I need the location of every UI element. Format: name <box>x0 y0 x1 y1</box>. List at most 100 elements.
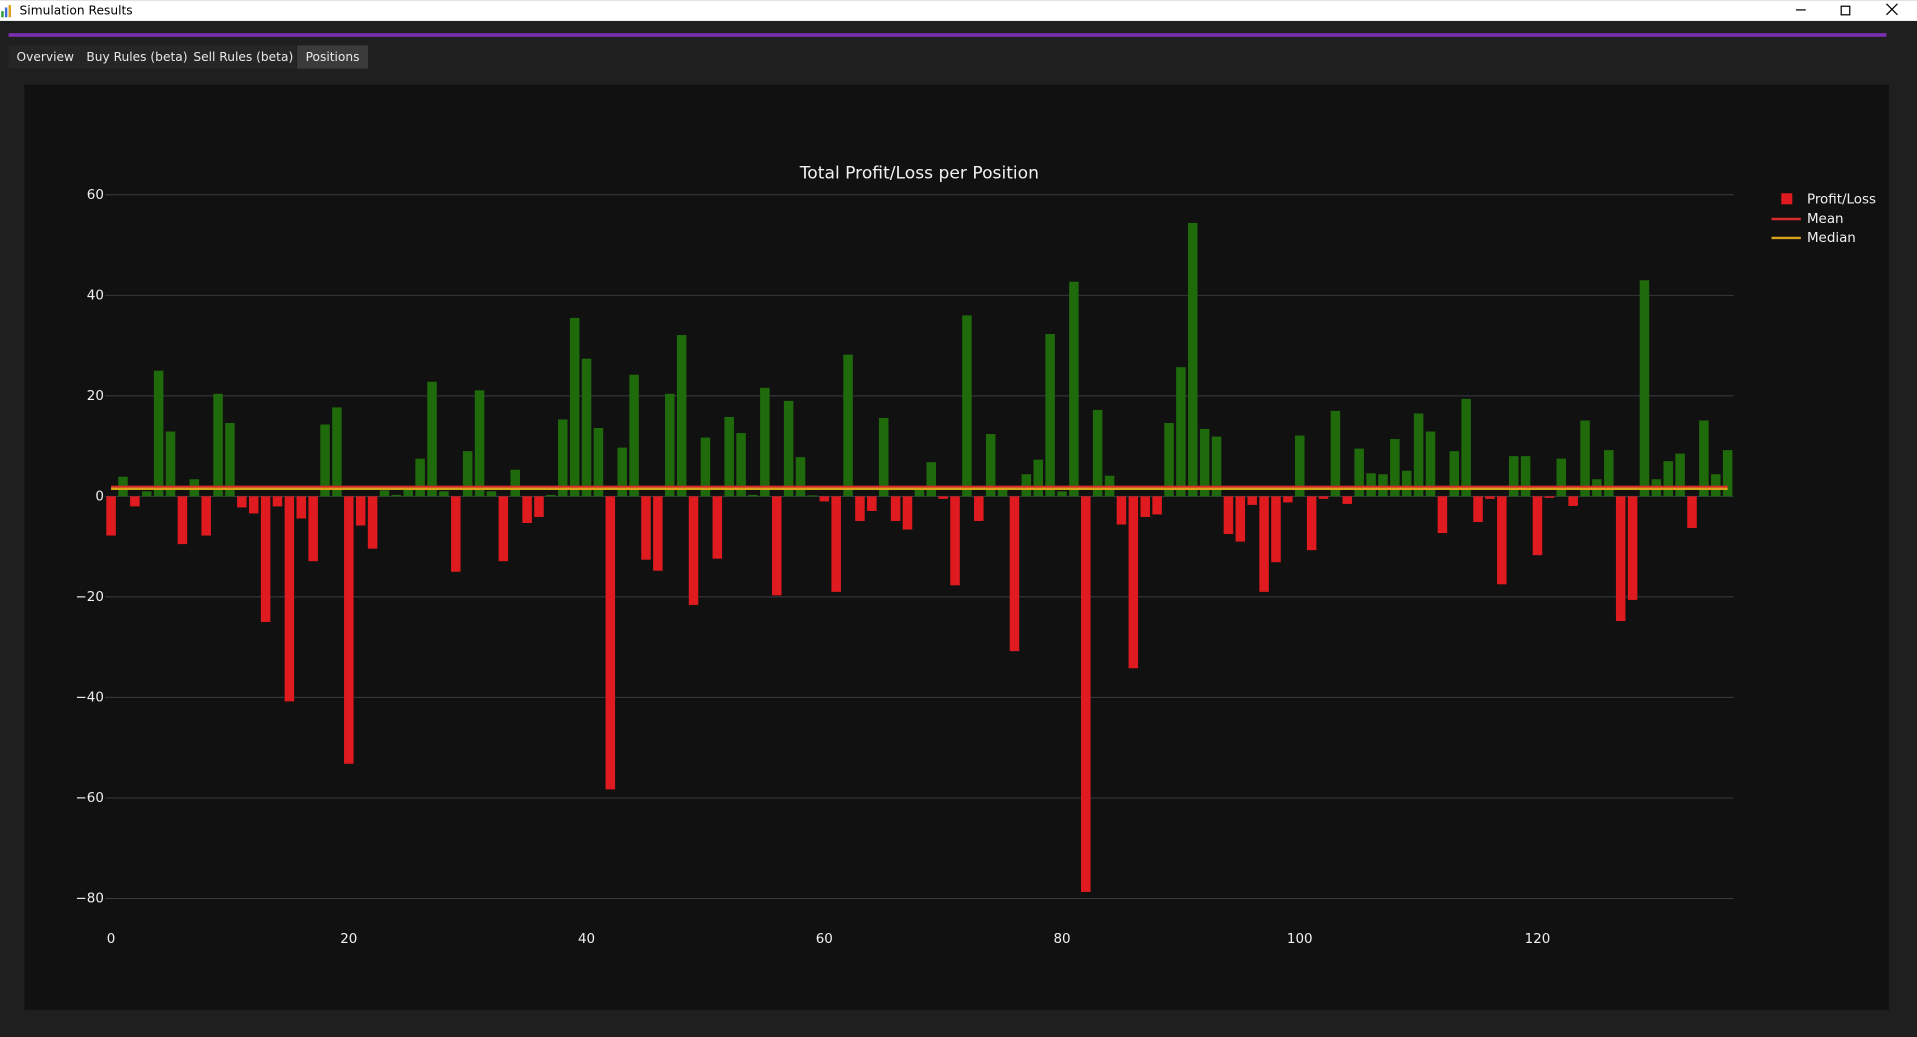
bar <box>415 458 425 497</box>
bar <box>1283 496 1293 503</box>
bar <box>700 437 711 497</box>
tab-background[interactable] <box>297 45 368 69</box>
bar <box>688 496 699 605</box>
bar <box>760 387 770 497</box>
legend-label: Profit/Loss <box>1807 192 1876 207</box>
bar <box>1354 448 1364 497</box>
bar <box>831 496 841 592</box>
restore-button[interactable] <box>1840 5 1851 16</box>
bar <box>130 496 140 507</box>
bar <box>165 431 176 497</box>
bar <box>213 393 223 497</box>
bar <box>819 496 830 502</box>
app-icon <box>1 5 12 18</box>
legend-marker <box>1781 193 1793 205</box>
bar <box>1473 496 1483 522</box>
bar <box>1045 334 1055 497</box>
bar <box>474 390 485 497</box>
bar <box>439 491 449 497</box>
bar <box>1330 410 1341 497</box>
y-tick-label: −20 <box>76 590 104 605</box>
bar <box>1069 281 1079 497</box>
bar <box>1520 456 1531 497</box>
bar <box>676 335 687 497</box>
bar <box>807 495 818 497</box>
bar <box>1318 496 1329 499</box>
bar <box>1235 496 1246 542</box>
bar <box>1675 453 1685 497</box>
bar <box>1259 496 1269 592</box>
bar <box>427 381 437 497</box>
bar <box>522 496 532 523</box>
y-tick-label: 60 <box>87 188 104 203</box>
bar <box>296 496 307 519</box>
tab-background[interactable] <box>8 45 82 69</box>
bar <box>783 400 794 497</box>
bar <box>1164 422 1174 497</box>
bar <box>878 417 889 497</box>
bar <box>498 496 509 562</box>
tab-label[interactable]: Positions <box>306 50 360 64</box>
bar <box>629 374 639 497</box>
bar <box>332 407 342 497</box>
close-button[interactable] <box>1886 3 1898 16</box>
y-tick-label: −80 <box>76 891 104 906</box>
bar <box>1306 496 1317 551</box>
tab-label[interactable]: Overview <box>16 50 74 64</box>
bar <box>1152 496 1162 515</box>
bar <box>617 447 627 497</box>
bar <box>391 494 402 497</box>
bar <box>1378 474 1388 497</box>
bar <box>962 315 972 497</box>
bar <box>1639 280 1650 497</box>
bar <box>653 496 663 571</box>
bar <box>1128 496 1139 669</box>
bar <box>225 422 235 497</box>
chart-title: Total Profit/Loss per Position <box>799 164 1039 184</box>
bar <box>1247 496 1257 505</box>
title-bar <box>0 0 1917 21</box>
tab-label[interactable]: Buy Rules (beta) <box>86 50 187 64</box>
bar <box>712 496 723 559</box>
bar <box>985 434 996 497</box>
bar <box>462 451 473 497</box>
bar <box>926 462 937 497</box>
bar <box>1009 496 1020 652</box>
bar <box>593 428 604 497</box>
bar <box>1532 496 1543 556</box>
window-title: Simulation Results <box>20 4 133 18</box>
bar <box>569 317 580 497</box>
y-tick-label: 0 <box>95 489 104 504</box>
legend-label: Mean <box>1807 212 1844 227</box>
bar <box>1699 420 1709 497</box>
bar <box>248 496 259 514</box>
bar <box>534 496 544 517</box>
bar <box>867 496 877 511</box>
bar <box>320 424 330 497</box>
bar <box>308 496 318 562</box>
bar <box>1188 222 1198 497</box>
bar <box>284 496 295 702</box>
bar <box>1544 496 1555 498</box>
x-tick-label: 80 <box>1053 932 1070 947</box>
tab-background[interactable] <box>81 45 192 69</box>
x-tick-label: 0 <box>107 932 116 947</box>
bar <box>1294 435 1305 497</box>
bar <box>902 496 913 530</box>
bar <box>451 496 461 572</box>
bar <box>1401 470 1412 497</box>
bar <box>1687 496 1697 529</box>
tab-label[interactable]: Sell Rules (beta) <box>193 50 293 64</box>
bar <box>1485 496 1495 499</box>
bar <box>736 433 746 497</box>
bar <box>843 354 853 497</box>
bar <box>177 496 188 545</box>
tab-background[interactable] <box>190 45 296 69</box>
bar <box>1604 450 1614 497</box>
x-tick-label: 40 <box>578 932 595 947</box>
bar <box>795 457 806 497</box>
bar <box>344 496 354 764</box>
y-tick-label: 20 <box>87 389 104 404</box>
bar <box>914 488 925 497</box>
bar <box>153 370 164 497</box>
